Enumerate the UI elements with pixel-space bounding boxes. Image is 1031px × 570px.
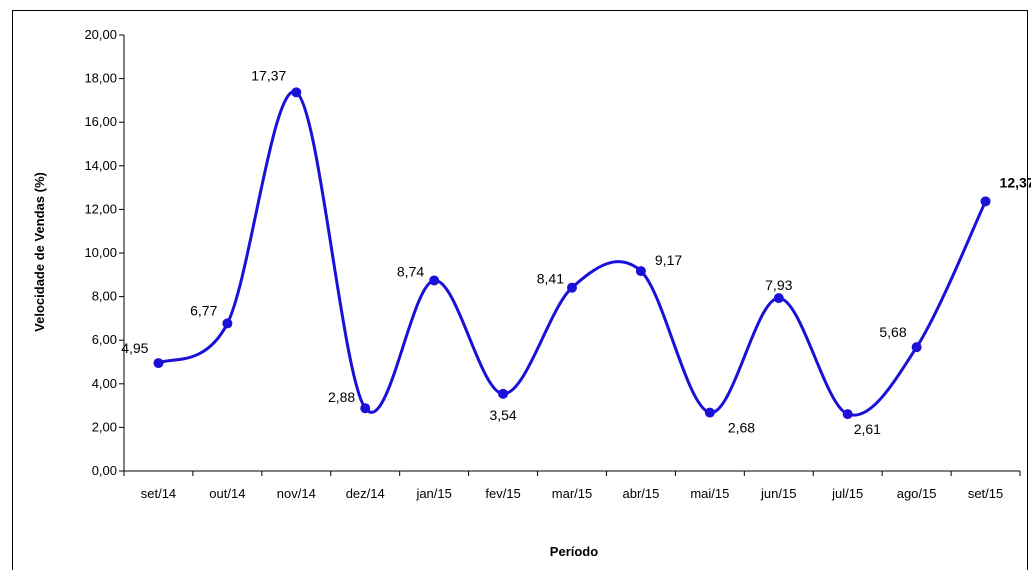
y-tick-label: 4,00 [92,376,117,391]
data-labels: 4,95 6,77 17,37 2,88 8,74 3,54 8,41 9,17 2,68 7,9… [121,67,1031,437]
x-tick-label: set/15 [968,486,1003,501]
y-tick-label: 6,00 [92,332,117,347]
data-point [222,318,233,329]
y-tick-label: 8,00 [92,289,117,304]
data-label: 4,95 [121,340,148,356]
x-tick-label: jan/15 [415,486,451,501]
series-line [157,90,987,417]
y-axis-title: Velocidade de Vendas (%) [32,172,47,332]
x-tick-label: abr/15 [622,486,659,501]
data-label: 6,77 [190,302,217,318]
data-label: 2,88 [328,389,355,405]
data-point [980,196,991,207]
series-path [157,90,987,417]
data-point [429,275,440,286]
x-tick-label: fev/15 [485,486,520,501]
y-tick-label: 16,00 [84,114,117,129]
y-tick-label: 10,00 [84,245,117,260]
x-axis-title: Período [550,544,598,559]
data-label: 3,54 [489,407,516,423]
chart-frame [12,10,1028,570]
data-point [153,358,164,369]
x-tick-label: mai/15 [690,486,729,501]
data-point [773,293,784,304]
data-label: 8,74 [397,263,424,279]
data-label: 12,37 [1000,174,1031,190]
y-tick-label: 18,00 [84,71,117,86]
y-tick-label: 14,00 [84,158,117,173]
data-label: 2,68 [728,420,755,436]
x-tick-label: mar/15 [552,486,592,501]
y-tick-label: 0,00 [92,463,117,478]
data-point [704,407,715,418]
x-tick-label: set/14 [141,486,176,501]
data-point [842,409,853,420]
x-tick-label: out/14 [209,486,245,501]
data-point [635,266,646,277]
y-tick-label: 20,00 [84,27,117,42]
x-tick-label: jul/15 [831,486,863,501]
y-tick-label: 12,00 [84,201,117,216]
x-tick-label: nov/14 [277,486,316,501]
x-tick-label: ago/15 [897,486,937,501]
axes: 0,00 2,00 4,00 6,00 8,00 10,00 12,00 14,00 16,00… [84,27,1021,501]
data-point [360,403,371,414]
data-label: 8,41 [537,271,564,287]
data-label: 17,37 [251,67,286,83]
data-label: 9,17 [655,252,682,268]
data-point [567,282,577,293]
data-point [911,342,922,353]
y-tick-label: 2,00 [92,419,117,434]
x-tick-label: jun/15 [760,486,796,501]
x-tick-label: dez/14 [346,486,385,501]
data-points [153,87,991,420]
data-label: 7,93 [765,277,792,293]
data-point [291,87,302,98]
data-label: 5,68 [879,324,906,340]
data-label: 2,61 [854,421,881,437]
data-point [498,388,509,399]
